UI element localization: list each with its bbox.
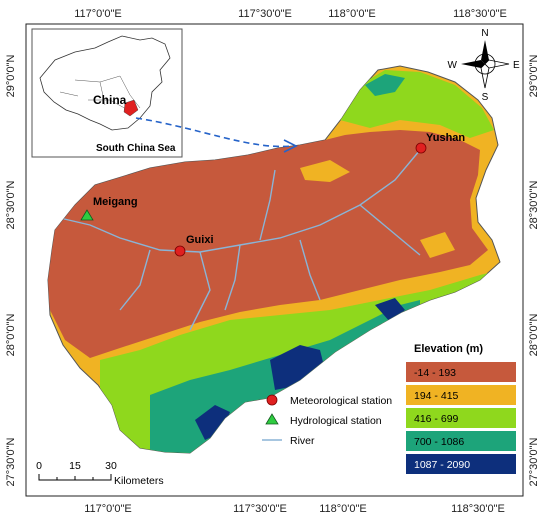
scale-bar: 0 15 30 Kilometers: [36, 460, 164, 487]
left-tick-4: 27°30'0"N: [5, 437, 17, 486]
inset-province-lines: [59, 75, 141, 111]
legend-meteorological-label: Meteorological station: [290, 395, 392, 407]
inset-china-outline: [39, 35, 171, 131]
hydrological-marker-meigang: [80, 209, 94, 221]
river-branch-5: [189, 251, 211, 331]
right-tick-4: 27°30'0"N: [528, 437, 540, 486]
elevation-legend-title: Elevation (m): [414, 343, 483, 355]
legend-swatch-3: [406, 408, 516, 428]
compass-n: N: [481, 28, 488, 39]
bottom-tick-4: 118°30'0"E: [451, 503, 505, 515]
place-label-guixi: Guixi: [186, 234, 214, 246]
station-guixi: Guixi: [174, 234, 214, 257]
symbol-legend: Meteorological station Hydrological stat…: [262, 394, 392, 447]
legend-swatch-4: [406, 431, 516, 451]
scale-unit: Kilometers: [114, 475, 164, 487]
place-label-yushan: Yushan: [426, 132, 465, 144]
inset-map: China South China Sea: [31, 28, 183, 158]
compass-s: S: [482, 92, 489, 103]
place-label-meigang: Meigang: [93, 196, 138, 208]
scale-label-0: 0: [36, 460, 42, 472]
top-tick-1: 117°0'0"E: [74, 8, 122, 20]
legend-hydrological-label: Hydrological station: [290, 415, 382, 427]
river-branch-3: [359, 204, 421, 256]
river-branch-4: [119, 249, 151, 311]
inset-jiangxi: [123, 99, 139, 117]
legend-class-1: -14 - 193: [414, 367, 456, 379]
right-tick-2: 28°30'0"N: [528, 180, 540, 229]
river-network: [59, 149, 421, 331]
elev-yellow-patch-2: [420, 232, 455, 258]
right-tick-3: 28°0'0"N: [528, 314, 540, 357]
bottom-tick-2: 117°30'0"E: [233, 503, 287, 515]
station-yushan: Yushan: [415, 132, 465, 154]
right-tick-1: 29°0'0"N: [528, 55, 540, 98]
compass-w: W: [448, 60, 458, 71]
elev-teal-north: [365, 74, 405, 96]
left-ticks: 29°0'0"N 28°30'0"N 28°0'0"N 27°30'0"N: [5, 55, 17, 487]
north-arrow-icon: N S E W: [448, 28, 520, 103]
station-meigang: Meigang: [80, 196, 138, 221]
meteorological-marker-guixi: [174, 245, 186, 257]
legend-river-label: River: [290, 435, 315, 447]
legend-class-3: 416 - 699: [414, 413, 459, 425]
elev-blue-south: [270, 345, 325, 390]
location-arrow-head: [283, 139, 298, 153]
bottom-tick-3: 118°0'0"E: [319, 503, 367, 515]
legend-swatch-2: [406, 385, 516, 405]
legend-class-4: 700 - 1086: [414, 436, 464, 448]
legend-swatch-5: [406, 454, 516, 474]
location-arrow: [135, 117, 293, 148]
scale-bar-line: [38, 474, 112, 481]
meteorological-marker-yushan: [415, 142, 427, 154]
left-tick-2: 28°30'0"N: [5, 180, 17, 229]
top-tick-2: 117°30'0"E: [238, 8, 292, 20]
legend-class-2: 194 - 415: [414, 390, 459, 402]
scale-label-15: 15: [69, 460, 81, 472]
elev-lowland: [48, 130, 488, 358]
left-tick-1: 29°0'0"N: [5, 55, 17, 98]
elev-yellow-patch: [300, 160, 350, 182]
right-ticks: 29°0'0"N 28°30'0"N 28°0'0"N 27°30'0"N: [528, 55, 540, 487]
left-tick-3: 28°0'0"N: [5, 314, 17, 357]
river-branch-1: [299, 239, 321, 301]
legend-meteorological-symbol: [266, 394, 278, 406]
compass-e: E: [513, 60, 520, 71]
river-branch-2: [224, 244, 241, 311]
top-tick-3-visible: 118°0'0"E: [328, 8, 376, 20]
inset-sea-label: South China Sea: [96, 143, 176, 154]
scale-label-30: 30: [105, 460, 117, 472]
inset-country-label: China: [93, 93, 127, 107]
legend-swatch-1: [406, 362, 516, 382]
top-ticks: 117°0'0"E 117°30'0"E 118°0'0"E 118°30'0"…: [74, 8, 507, 20]
legend-hydrological-symbol: [265, 413, 279, 425]
elevation-legend: Elevation (m) -14 - 193 194 - 415 416 - …: [406, 343, 516, 474]
river-branch-6: [259, 169, 276, 241]
legend-class-5: 1087 - 2090: [414, 459, 470, 471]
bottom-ticks: 117°0'0"E 117°30'0"E 118°0'0"E 118°30'0"…: [84, 503, 505, 515]
bottom-tick-1: 117°0'0"E: [84, 503, 132, 515]
top-tick-4: 118°30'0"E: [453, 8, 507, 20]
